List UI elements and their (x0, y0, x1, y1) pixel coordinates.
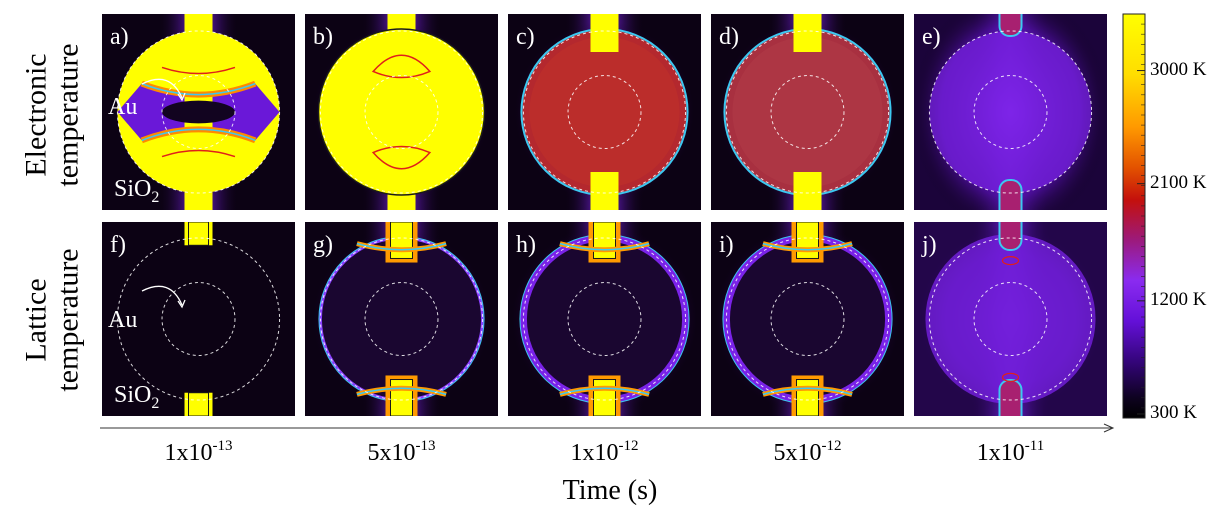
row-label-line1: Lattice (19, 278, 53, 362)
sphere (925, 233, 1096, 405)
colorbar-label: 300 K (1150, 401, 1197, 423)
time-tick-label: 5x10-13 (367, 438, 436, 466)
row-label-line2: temperature (51, 248, 84, 392)
inner-guide-circle (161, 282, 236, 356)
panel-e: e) (914, 14, 1107, 210)
sphere (929, 30, 1092, 194)
outer-guide-circle (116, 30, 281, 194)
panel-letter: f) (110, 232, 126, 258)
panel-letter: d) (719, 24, 739, 50)
inner-guide-circle (161, 75, 236, 149)
inner-guide-circle (973, 75, 1048, 149)
panel-letter: h) (516, 232, 536, 258)
panel-letter: j) (921, 232, 937, 258)
inner-guide-circle (567, 75, 642, 149)
outer-guide-circle (319, 30, 484, 194)
panel-background (102, 222, 295, 416)
row-label-line1: Electronic (19, 53, 53, 177)
panel-letter: i) (719, 232, 734, 258)
hot-cap (117, 30, 280, 113)
inner-guide-circle (770, 282, 845, 356)
au-pointer-arrow (141, 285, 183, 306)
panel-letter: a) (110, 24, 129, 50)
au-label: Au (108, 307, 137, 333)
panel-letter: b) (313, 24, 333, 50)
panel-letter: g) (313, 232, 333, 258)
time-tick-label: 1x10-11 (976, 438, 1045, 466)
outer-guide-circle (928, 237, 1093, 401)
panel-letter: c) (516, 24, 535, 50)
panel-g: g) (305, 222, 498, 416)
panel-d: d) (711, 14, 904, 210)
time-tick-label: 1x10-13 (164, 438, 233, 466)
outer-guide-circle (319, 237, 484, 401)
outer-guide-circle (725, 237, 890, 401)
time-tick-label: 1x10-12 (570, 438, 639, 466)
stalk (998, 222, 1023, 251)
time-axis-title: Time (s) (562, 475, 658, 506)
colorbar-label: 2100 K (1150, 171, 1207, 193)
au-label: Au (108, 94, 137, 120)
outer-guide-circle (116, 237, 281, 401)
inner-guide-circle (364, 75, 439, 149)
panel-i: i) (711, 222, 904, 416)
panel-h: h) (508, 222, 701, 416)
hot-cap (117, 112, 280, 194)
inner-guide-circle (567, 282, 642, 356)
time-axis-arrowhead (1103, 423, 1115, 433)
inner-guide-circle (364, 282, 439, 356)
panel-b: b) (305, 14, 498, 210)
colorbar-label: 3000 K (1150, 58, 1207, 80)
outer-guide-circle (522, 237, 687, 401)
panel-c: c) (508, 14, 701, 210)
panel-letter: e) (922, 24, 941, 50)
outer-guide-circle (522, 30, 687, 194)
inner-guide-circle (973, 282, 1048, 356)
sphere (317, 28, 486, 196)
row-label-lattice: Lattice temperature (2, 222, 102, 418)
au-pointer-arrow (141, 78, 183, 99)
stalk (998, 14, 1023, 37)
row-label-line2: temperature (51, 43, 84, 187)
colorbar-label: 1200 K (1150, 288, 1207, 310)
panel-j: j) (914, 222, 1107, 416)
stalk (184, 222, 213, 246)
outer-guide-circle (928, 30, 1093, 194)
row-label-electronic: Electronic temperature (2, 20, 102, 210)
outer-guide-circle (725, 30, 890, 194)
inner-guide-circle (770, 75, 845, 149)
time-tick-label: 5x10-12 (773, 438, 842, 466)
